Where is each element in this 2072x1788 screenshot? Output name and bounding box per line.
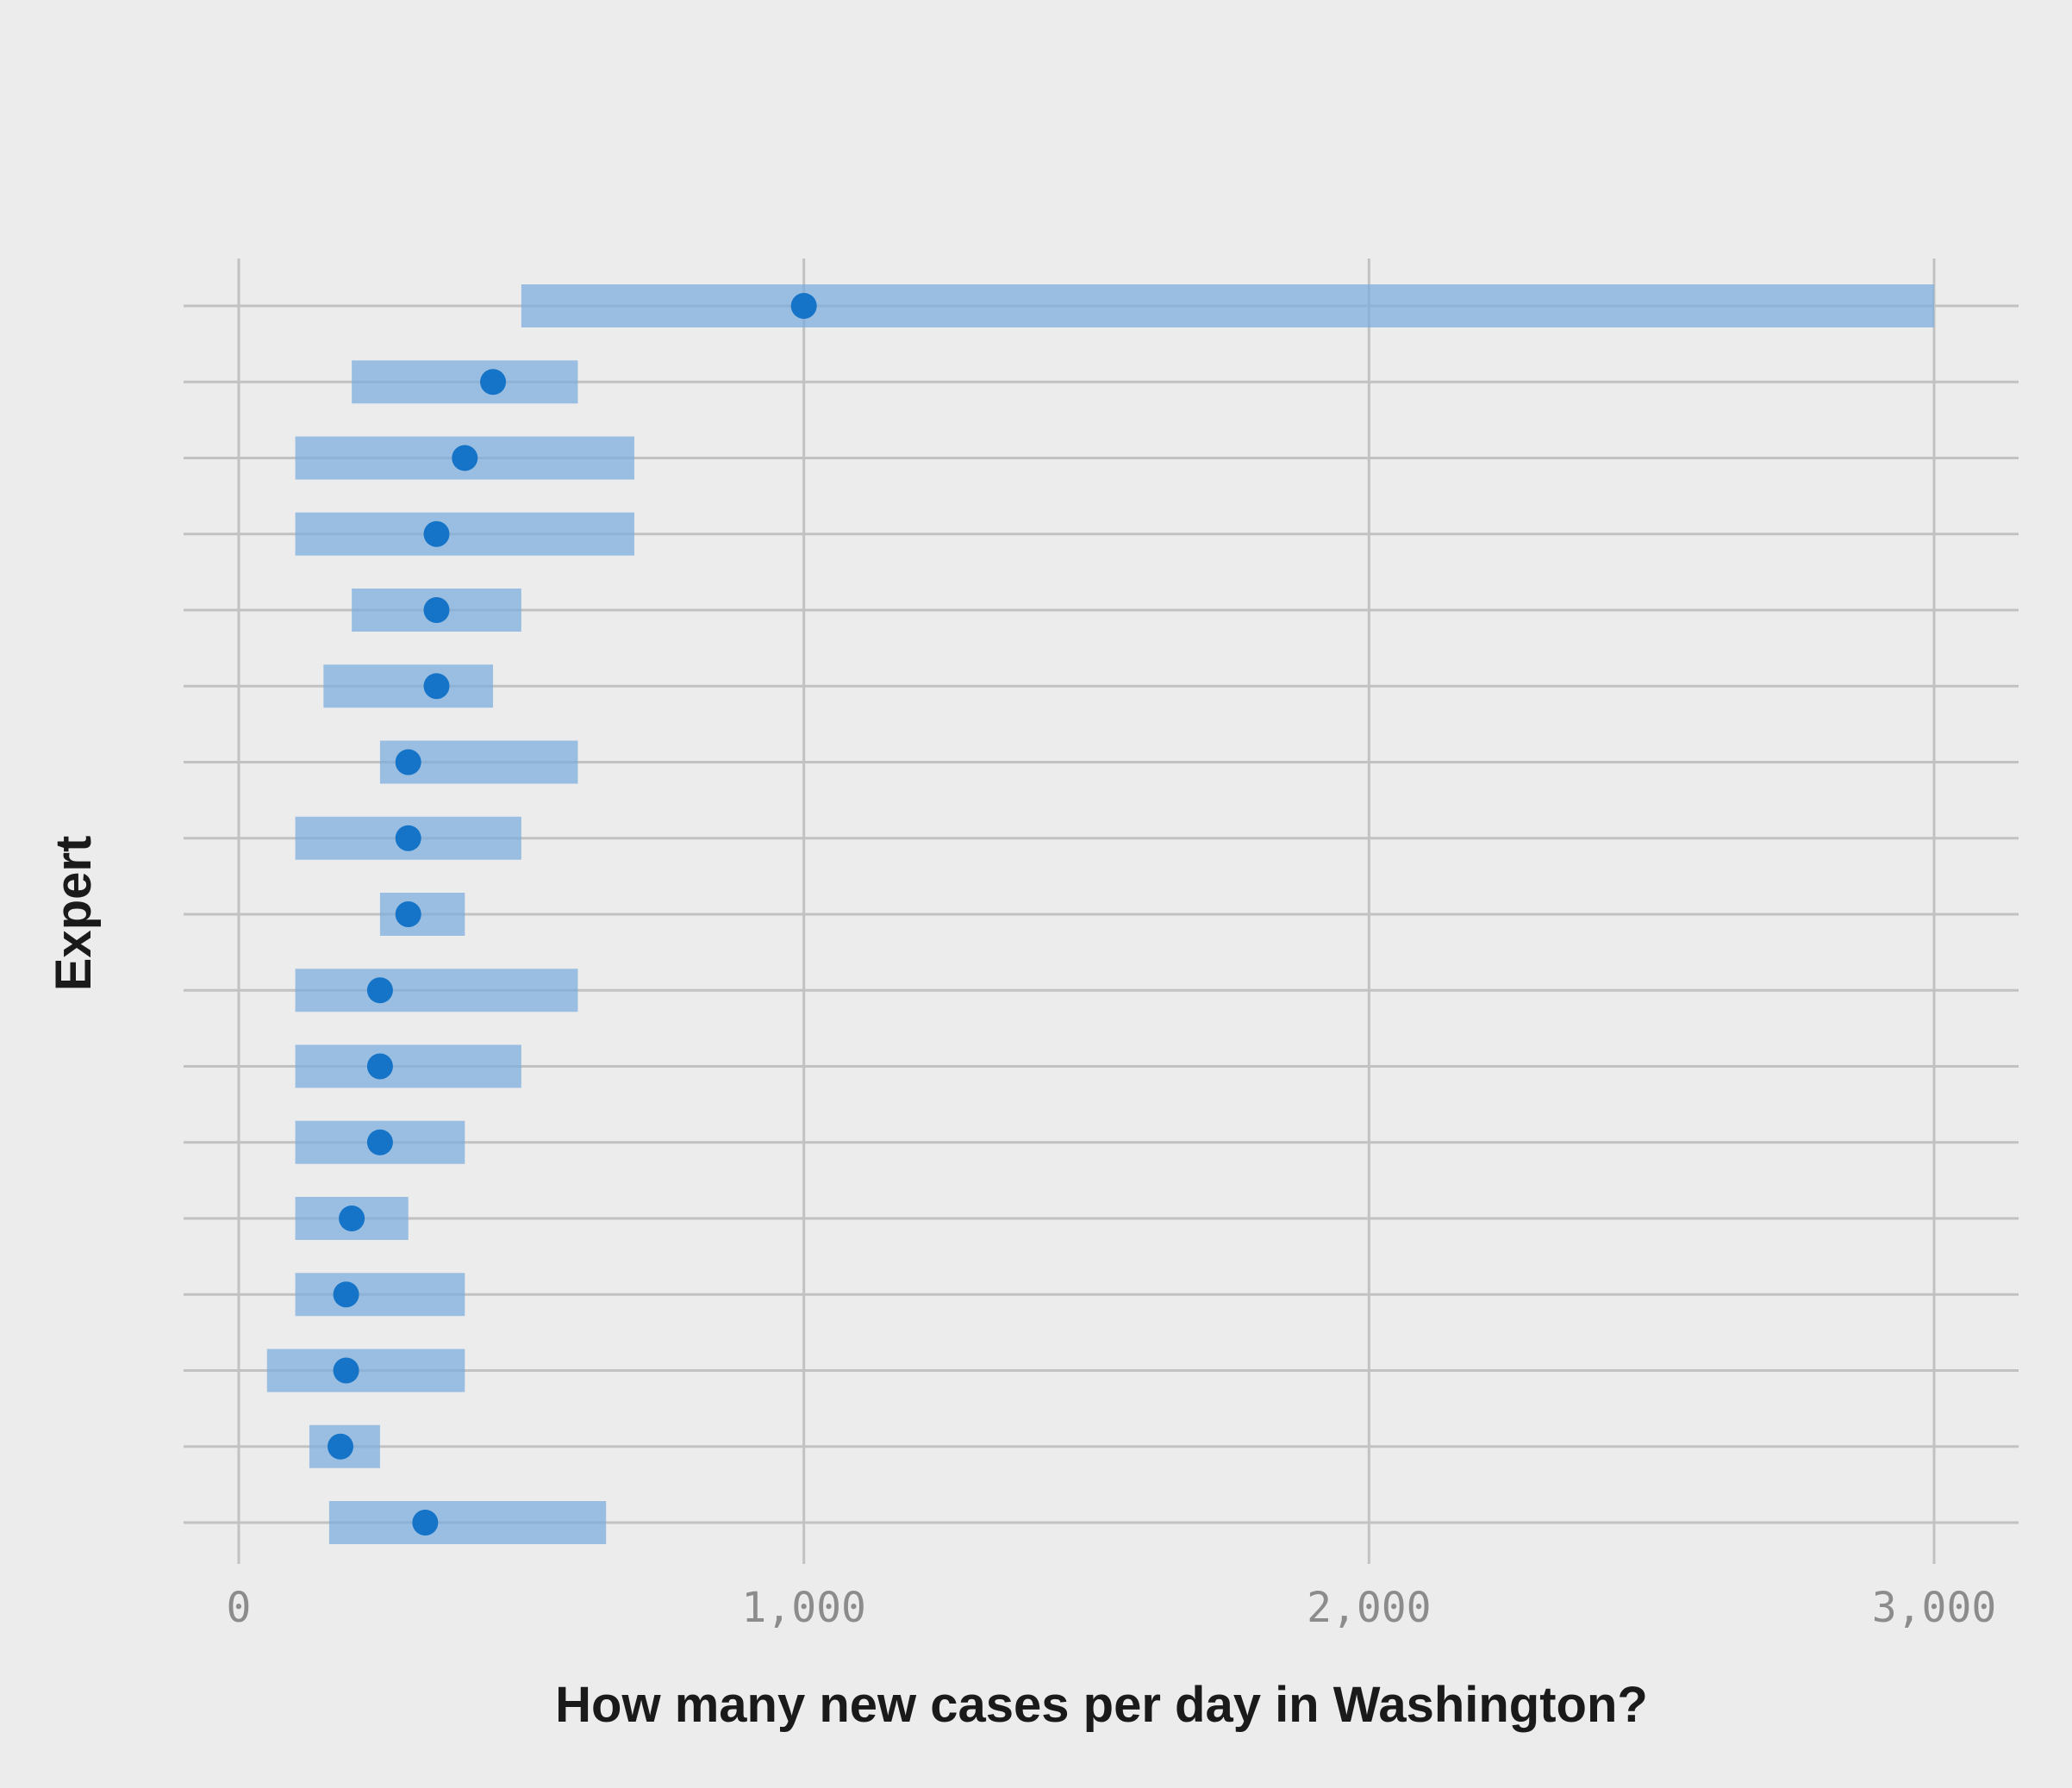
expert-interval-bar	[328, 1501, 607, 1544]
point-layer	[328, 293, 817, 1536]
expert-interval-bar	[295, 969, 578, 1012]
expert-estimate-point	[423, 673, 450, 700]
expert-estimate-point	[423, 597, 450, 623]
expert-interval-bar	[295, 1273, 465, 1317]
x-tick-label: 3,000	[1872, 1584, 1997, 1632]
expert-estimate-point	[395, 901, 421, 927]
expert-estimate-point	[333, 1357, 359, 1384]
expert-interval-bar	[352, 360, 578, 404]
expert-estimate-point	[480, 369, 507, 396]
expert-interval-bar	[521, 284, 1935, 327]
expert-estimate-point	[339, 1205, 365, 1231]
expert-estimate-point	[333, 1281, 359, 1308]
expert-estimate-point	[790, 293, 817, 319]
expert-estimate-point	[366, 1129, 393, 1156]
x-tick-label: 2,000	[1307, 1584, 1432, 1632]
expert-estimate-point	[395, 749, 421, 776]
expert-estimate-point	[423, 520, 450, 547]
expert-interval-bar	[323, 664, 494, 708]
y-axis-title: Expert	[46, 836, 102, 992]
expert-estimate-point	[366, 1053, 393, 1080]
expert-interval-bar	[295, 1044, 521, 1088]
interval-layer	[266, 284, 1935, 1544]
expert-estimate-point	[412, 1510, 439, 1536]
x-tick-label: 1,000	[741, 1584, 866, 1632]
tick-label-layer: 0 1,000 2,000 3,000	[227, 1584, 1997, 1632]
expert-estimate-point	[328, 1433, 354, 1460]
expert-interval-bar	[266, 1349, 465, 1392]
x-axis-title: How many new cases per day in Washington…	[555, 1677, 1648, 1733]
expert-estimate-point	[452, 445, 478, 471]
x-tick-label: 0	[227, 1584, 252, 1632]
expert-estimate-point	[366, 977, 393, 1004]
expert-interval-bar	[295, 512, 634, 556]
expert-estimate-point	[395, 825, 421, 851]
expert-interval-bar	[379, 893, 465, 936]
